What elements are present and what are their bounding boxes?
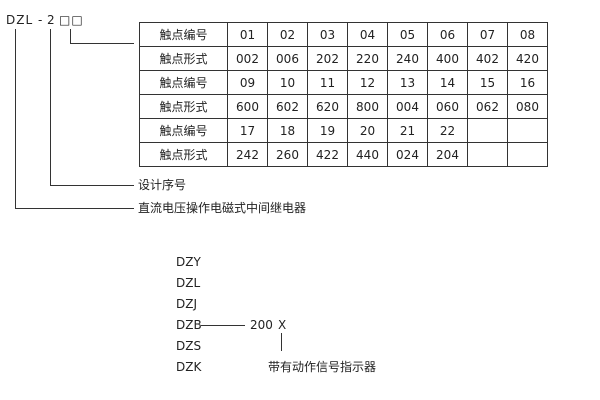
table-cell: 260 xyxy=(267,142,308,167)
suffix-x: X xyxy=(278,318,287,332)
table-cell xyxy=(467,118,508,143)
table-cell: 03 xyxy=(307,22,348,47)
connector xyxy=(201,325,245,326)
table-cell: 006 xyxy=(267,46,308,71)
indicator-label: 带有动作信号指示器 xyxy=(268,360,377,374)
table-cell: 220 xyxy=(347,46,388,71)
table-cell: 14 xyxy=(427,70,468,95)
table-cell: 13 xyxy=(387,70,428,95)
table-cell: 620 xyxy=(307,94,348,119)
table-cell: 402 xyxy=(467,46,508,71)
design-no-label: 设计序号 xyxy=(138,178,187,192)
table-cell: 060 xyxy=(427,94,468,119)
table-cell: 004 xyxy=(387,94,428,119)
table-cell: 06 xyxy=(427,22,468,47)
model-code: DZB xyxy=(176,318,202,332)
contact-table: 触点编号 01 02 03 04 05 06 07 08 触点形式 002 006 202 220 240 4… xyxy=(139,22,548,167)
model-code: DZS xyxy=(176,339,202,353)
table-row: 触点形式 242 260 422 440 024 204 xyxy=(139,142,548,167)
connector xyxy=(70,43,134,44)
table-cell: 240 xyxy=(387,46,428,71)
table-cell: 242 xyxy=(227,142,268,167)
table-cell: 18 xyxy=(267,118,308,143)
table-cell: 17 xyxy=(227,118,268,143)
table-cell xyxy=(507,142,548,167)
table-cell: 04 xyxy=(347,22,388,47)
table-cell: 800 xyxy=(347,94,388,119)
table-cell: 16 xyxy=(507,70,548,95)
row-header: 触点编号 xyxy=(139,22,228,47)
table-cell: 08 xyxy=(507,22,548,47)
model-code: DZY xyxy=(176,255,201,269)
table-cell: 01 xyxy=(227,22,268,47)
table-cell: 600 xyxy=(227,94,268,119)
row-header: 触点形式 xyxy=(139,142,228,167)
table-cell: 09 xyxy=(227,70,268,95)
code-dash: - xyxy=(38,13,43,27)
connector xyxy=(15,29,16,208)
table-cell: 602 xyxy=(267,94,308,119)
code-digit: 2 xyxy=(47,13,55,27)
suffix-num: 200 xyxy=(250,318,273,332)
table-cell: 422 xyxy=(307,142,348,167)
table-cell: 22 xyxy=(427,118,468,143)
row-header: 触点编号 xyxy=(139,118,228,143)
relay-label: 直流电压操作电磁式中间继电器 xyxy=(138,201,307,215)
code-boxes: □□ xyxy=(59,13,84,27)
connector xyxy=(50,29,51,185)
table-cell: 05 xyxy=(387,22,428,47)
code-prefix: DZL xyxy=(6,13,34,27)
connector xyxy=(281,333,282,351)
table-cell: 420 xyxy=(507,46,548,71)
row-header: 触点形式 xyxy=(139,94,228,119)
table-row: 触点形式 600 602 620 800 004 060 062 080 xyxy=(139,94,548,119)
connector xyxy=(70,29,71,43)
table-cell: 07 xyxy=(467,22,508,47)
table-cell xyxy=(467,142,508,167)
table-cell: 204 xyxy=(427,142,468,167)
table-cell: 024 xyxy=(387,142,428,167)
table-cell: 062 xyxy=(467,94,508,119)
table-cell xyxy=(507,118,548,143)
model-code: DZK xyxy=(176,360,202,374)
table-cell: 400 xyxy=(427,46,468,71)
table-cell: 20 xyxy=(347,118,388,143)
model-code: DZL xyxy=(176,276,201,290)
model-code: DZJ xyxy=(176,297,197,311)
connector xyxy=(15,208,134,209)
table-cell: 202 xyxy=(307,46,348,71)
table-cell: 002 xyxy=(227,46,268,71)
table-cell: 10 xyxy=(267,70,308,95)
table-cell: 15 xyxy=(467,70,508,95)
table-cell: 12 xyxy=(347,70,388,95)
row-header: 触点形式 xyxy=(139,46,228,71)
table-cell: 11 xyxy=(307,70,348,95)
table-cell: 02 xyxy=(267,22,308,47)
table-row: 触点形式 002 006 202 220 240 400 402 420 xyxy=(139,46,548,71)
connector xyxy=(50,185,134,186)
row-header: 触点编号 xyxy=(139,70,228,95)
table-row: 触点编号 01 02 03 04 05 06 07 08 xyxy=(139,22,548,47)
table-row: 触点编号 17 18 19 20 21 22 xyxy=(139,118,548,143)
table-cell: 080 xyxy=(507,94,548,119)
table-cell: 19 xyxy=(307,118,348,143)
table-cell: 440 xyxy=(347,142,388,167)
table-cell: 21 xyxy=(387,118,428,143)
table-row: 触点编号 09 10 11 12 13 14 15 16 xyxy=(139,70,548,95)
